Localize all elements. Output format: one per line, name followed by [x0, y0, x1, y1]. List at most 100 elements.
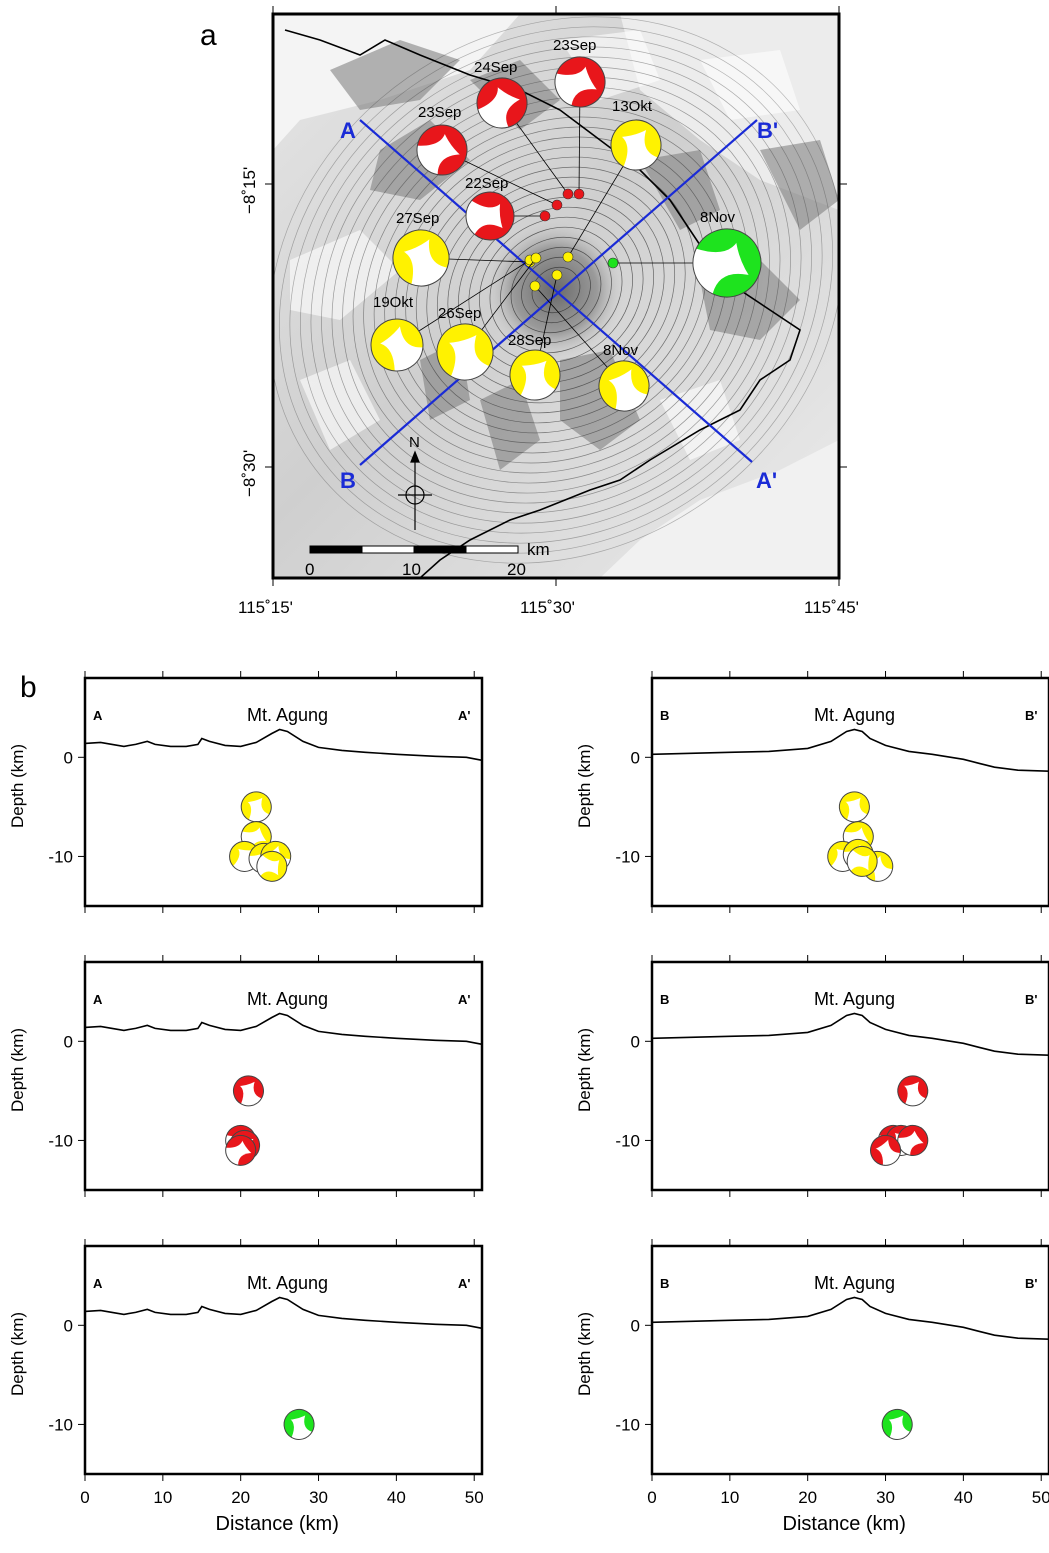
topography-profile	[651, 1296, 1049, 1340]
topography-profile	[84, 1012, 483, 1046]
cross-section-panel: 0 -10 Depth (km) B B' Mt. Agung	[575, 671, 1049, 913]
section-start-label: A	[93, 1276, 103, 1291]
section-end-label: B'	[1025, 708, 1037, 723]
section-focal-mechanism-yellow	[838, 791, 870, 823]
y-tick-label: 0	[64, 1032, 73, 1051]
map-ticks	[265, 6, 847, 586]
summit-label: Mt. Agung	[814, 1273, 895, 1293]
profile-lines	[359, 119, 758, 466]
section-end-label: B'	[1025, 1276, 1037, 1291]
focal-mechanism-yellow	[370, 318, 424, 372]
x-tick-label: 20	[798, 1488, 817, 1507]
y-tick-label: 0	[631, 1032, 640, 1051]
section-frame	[650, 960, 1049, 1192]
x-tick-label: 20	[231, 1488, 250, 1507]
scale-label-0: 0	[305, 560, 314, 579]
section-focal-mechanism-red	[232, 1075, 264, 1107]
focal-mechanism-yellow	[509, 349, 561, 401]
lat-label-2: −8˚30'	[240, 450, 259, 497]
section-end-label: A'	[458, 992, 470, 1007]
event-date-label: 26Sep	[438, 305, 481, 322]
panel-b-letter: b	[20, 671, 37, 704]
epicenter-marker	[551, 269, 563, 281]
y-tick-label: -10	[615, 1131, 640, 1150]
lon-label-2: 115˚30'	[520, 598, 575, 617]
epicenter-marker	[529, 280, 541, 292]
event-date-label: 22Sep	[465, 175, 508, 192]
section-frame	[650, 1244, 1049, 1476]
north-arrow	[398, 450, 432, 530]
focal-mechanism-red	[554, 56, 606, 108]
focal-mechanism-red	[476, 77, 528, 129]
section-end-label: A'	[458, 1276, 470, 1291]
y-tick-label: -10	[615, 847, 640, 866]
panel-a-letter: a	[200, 19, 217, 52]
event-date-label: 19Okt	[373, 294, 414, 311]
epicenter-marker	[562, 188, 574, 200]
cross-sections: 0 -10 Depth (km) A A' Mt. Agung 0 -10 Depth (km)…	[8, 671, 1049, 1535]
x-tick-label: 0	[647, 1488, 656, 1507]
section-focal-mechanism-yellow	[846, 845, 878, 877]
profile-a-end: A'	[756, 468, 777, 493]
event-date-label: 13Okt	[612, 98, 653, 115]
section-focal-mechanism-green	[283, 1408, 315, 1440]
cross-section-panel: 0 -10 Depth (km) B B' Mt. Agung	[575, 955, 1049, 1197]
x-tick-label: 40	[954, 1488, 973, 1507]
lat-label-1: −8˚15'	[240, 167, 259, 214]
topography-profile	[651, 1012, 1049, 1056]
epicenter-marker	[573, 188, 585, 200]
event-date-label: 27Sep	[396, 210, 439, 227]
profile-a-start: A	[340, 118, 356, 143]
focal-mechanism-yellow	[610, 119, 662, 171]
cross-section-panel: 0 -10 Depth (km) B B' Mt. Agung 0 10 20 30 40 50 Dis…	[575, 1239, 1049, 1535]
focal-mechanism-yellow	[436, 323, 494, 381]
y-tick-label: -10	[48, 1415, 73, 1434]
cross-section-panel: 0 -10 Depth (km) A A' Mt. Agung 0 10 20 30 40 50 Dis…	[8, 1239, 484, 1535]
x-tick-label: 50	[465, 1488, 484, 1507]
y-tick-label: 0	[64, 748, 73, 767]
y-tick-label: -10	[48, 1131, 73, 1150]
x-tick-label: 50	[1032, 1488, 1049, 1507]
topography-profile	[84, 1296, 483, 1330]
section-focal-mechanism-green	[881, 1408, 913, 1440]
topography-profile	[651, 728, 1049, 772]
distance-axis-label: Distance (km)	[783, 1513, 906, 1535]
x-tick-label: 30	[309, 1488, 328, 1507]
event-date-label: 23Sep	[553, 37, 596, 54]
section-end-label: A'	[458, 708, 470, 723]
section-start-label: A	[93, 708, 103, 723]
focal-mechanism-yellow	[598, 360, 650, 412]
x-tick-label: 0	[80, 1488, 89, 1507]
scale-bar	[309, 545, 519, 554]
north-label: N	[409, 434, 420, 451]
summit-label: Mt. Agung	[814, 705, 895, 725]
depth-axis-label: Depth (km)	[8, 744, 27, 828]
x-tick-label: 10	[153, 1488, 172, 1507]
epicenter-marker	[530, 252, 542, 264]
distance-axis-label: Distance (km)	[216, 1513, 339, 1535]
topography-profile	[84, 728, 483, 762]
depth-axis-label: Depth (km)	[575, 1028, 594, 1112]
cross-section-panel: 0 -10 Depth (km) A A' Mt. Agung	[8, 671, 484, 913]
summit-label: Mt. Agung	[814, 989, 895, 1009]
section-focal-mechanism-red	[225, 1134, 257, 1166]
section-focal-mechanism-red	[897, 1124, 929, 1156]
focal-mechanism-red	[465, 191, 515, 241]
summit-label: Mt. Agung	[247, 705, 328, 725]
profile-b-end: B'	[757, 118, 778, 143]
lon-label-1: 115˚15'	[238, 598, 293, 617]
section-focal-mechanism-red	[897, 1075, 929, 1107]
x-tick-label: 10	[720, 1488, 739, 1507]
event-date-label: 24Sep	[474, 59, 517, 76]
scale-unit: km	[527, 540, 550, 559]
depth-axis-label: Depth (km)	[575, 1312, 594, 1396]
epicenter-marker	[562, 251, 574, 263]
map-events: 23Sep 24Sep 23Sep 22Sep 13Okt 27Sep 19Okt 26Sep…	[370, 37, 762, 412]
profile-b-line	[359, 119, 758, 466]
section-start-label: B	[660, 708, 669, 723]
scale-label-10: 10	[402, 560, 421, 579]
section-frame	[83, 960, 484, 1192]
scale-label-20: 20	[507, 560, 526, 579]
lon-label-3: 115˚45'	[804, 598, 859, 617]
